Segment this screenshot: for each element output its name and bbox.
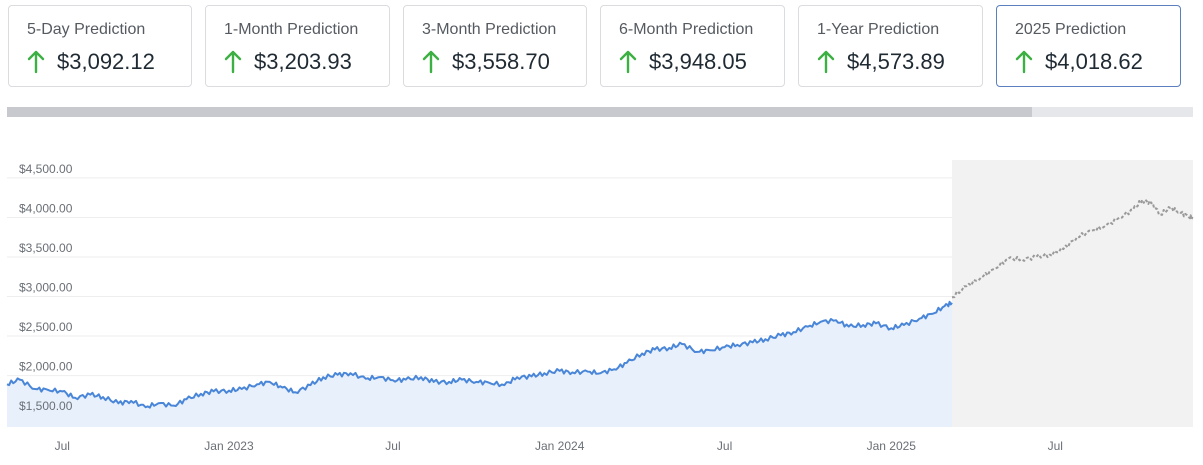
x-axis-ticks: Jul Jan 2023 Jul Jan 2024 Jul Jan 2025 Jul	[55, 439, 1063, 453]
prediction-card-1-month[interactable]: 1-Month Prediction $3,203.93	[205, 5, 390, 87]
prediction-value-text: $3,203.93	[254, 49, 352, 74]
prediction-card-label: 6-Month Prediction	[619, 21, 754, 38]
arrow-up-icon	[817, 50, 835, 74]
historical-area-fill	[7, 301, 952, 427]
y-axis-ticks: $1,500.00 $2,000.00 $2,500.00 $3,000.00 $3,5…	[19, 162, 73, 413]
prediction-value-text: $3,558.70	[452, 49, 550, 74]
forecast-price-line	[951, 198, 1194, 299]
prediction-card-value: $4,018.62	[1015, 49, 1143, 75]
prediction-card-label: 3-Month Prediction	[422, 21, 557, 38]
x-tick-label: Jul	[385, 439, 400, 453]
x-tick-label: Jan 2024	[535, 439, 585, 453]
x-tick-label: Jul	[55, 439, 70, 453]
prediction-card-5-day[interactable]: 5-Day Prediction $3,092.12	[8, 5, 192, 87]
horizontal-scrollbar[interactable]	[7, 107, 1193, 117]
arrow-up-icon	[619, 50, 637, 74]
historical-price-line	[6, 300, 953, 409]
historical-area	[7, 301, 952, 427]
prediction-card-value: $3,948.05	[619, 49, 747, 75]
y-tick-label: $3,500.00	[19, 241, 73, 255]
prediction-value-text: $4,573.89	[847, 49, 945, 74]
arrow-up-icon	[422, 50, 440, 74]
forecast-region	[951, 160, 1193, 427]
price-prediction-chart: $1,500.00 $2,000.00 $2,500.00 $3,000.00 $3,5…	[6, 160, 1194, 453]
prediction-value-text: $3,092.12	[57, 49, 155, 74]
prediction-card-3-month[interactable]: 3-Month Prediction $3,558.70	[403, 5, 587, 87]
scrollbar-thumb[interactable]	[7, 107, 1032, 117]
prediction-card-value: $3,203.93	[224, 49, 352, 75]
y-tick-label: $2,500.00	[19, 320, 73, 334]
prediction-card-6-month[interactable]: 6-Month Prediction $3,948.05	[600, 5, 785, 87]
forecast-background	[951, 160, 1193, 427]
prediction-card-value: $3,558.70	[422, 49, 550, 75]
prediction-card-label: 1-Month Prediction	[224, 21, 359, 38]
x-tick-label: Jan 2023	[204, 439, 254, 453]
x-tick-label: Jan 2025	[867, 439, 917, 453]
y-tick-label: $4,500.00	[19, 162, 73, 176]
y-tick-label: $2,000.00	[19, 360, 73, 374]
prediction-card-2025[interactable]: 2025 Prediction $4,018.62	[996, 5, 1181, 87]
series-lines	[6, 198, 1194, 409]
arrow-up-icon	[224, 50, 242, 74]
arrow-up-icon	[1015, 50, 1033, 74]
arrow-up-icon	[27, 50, 45, 74]
prediction-card-label: 1-Year Prediction	[817, 21, 940, 38]
prediction-card-label: 5-Day Prediction	[27, 21, 146, 38]
prediction-card-value: $3,092.12	[27, 49, 155, 75]
x-tick-label: Jul	[717, 439, 732, 453]
prediction-card-1-year[interactable]: 1-Year Prediction $4,573.89	[798, 5, 983, 87]
prediction-card-label: 2025 Prediction	[1015, 21, 1127, 38]
grid-lines	[7, 177, 1193, 416]
y-tick-label: $4,000.00	[19, 201, 73, 215]
x-tick-label: Jul	[1048, 439, 1063, 453]
prediction-value-text: $3,948.05	[649, 49, 747, 74]
prediction-card-value: $4,573.89	[817, 49, 945, 75]
y-tick-label: $3,000.00	[19, 281, 73, 295]
prediction-value-text: $4,018.62	[1045, 49, 1143, 74]
y-tick-label: $1,500.00	[19, 399, 73, 413]
prediction-cards: 5-Day Prediction $3,092.12 1-Month Predi…	[8, 5, 1183, 89]
